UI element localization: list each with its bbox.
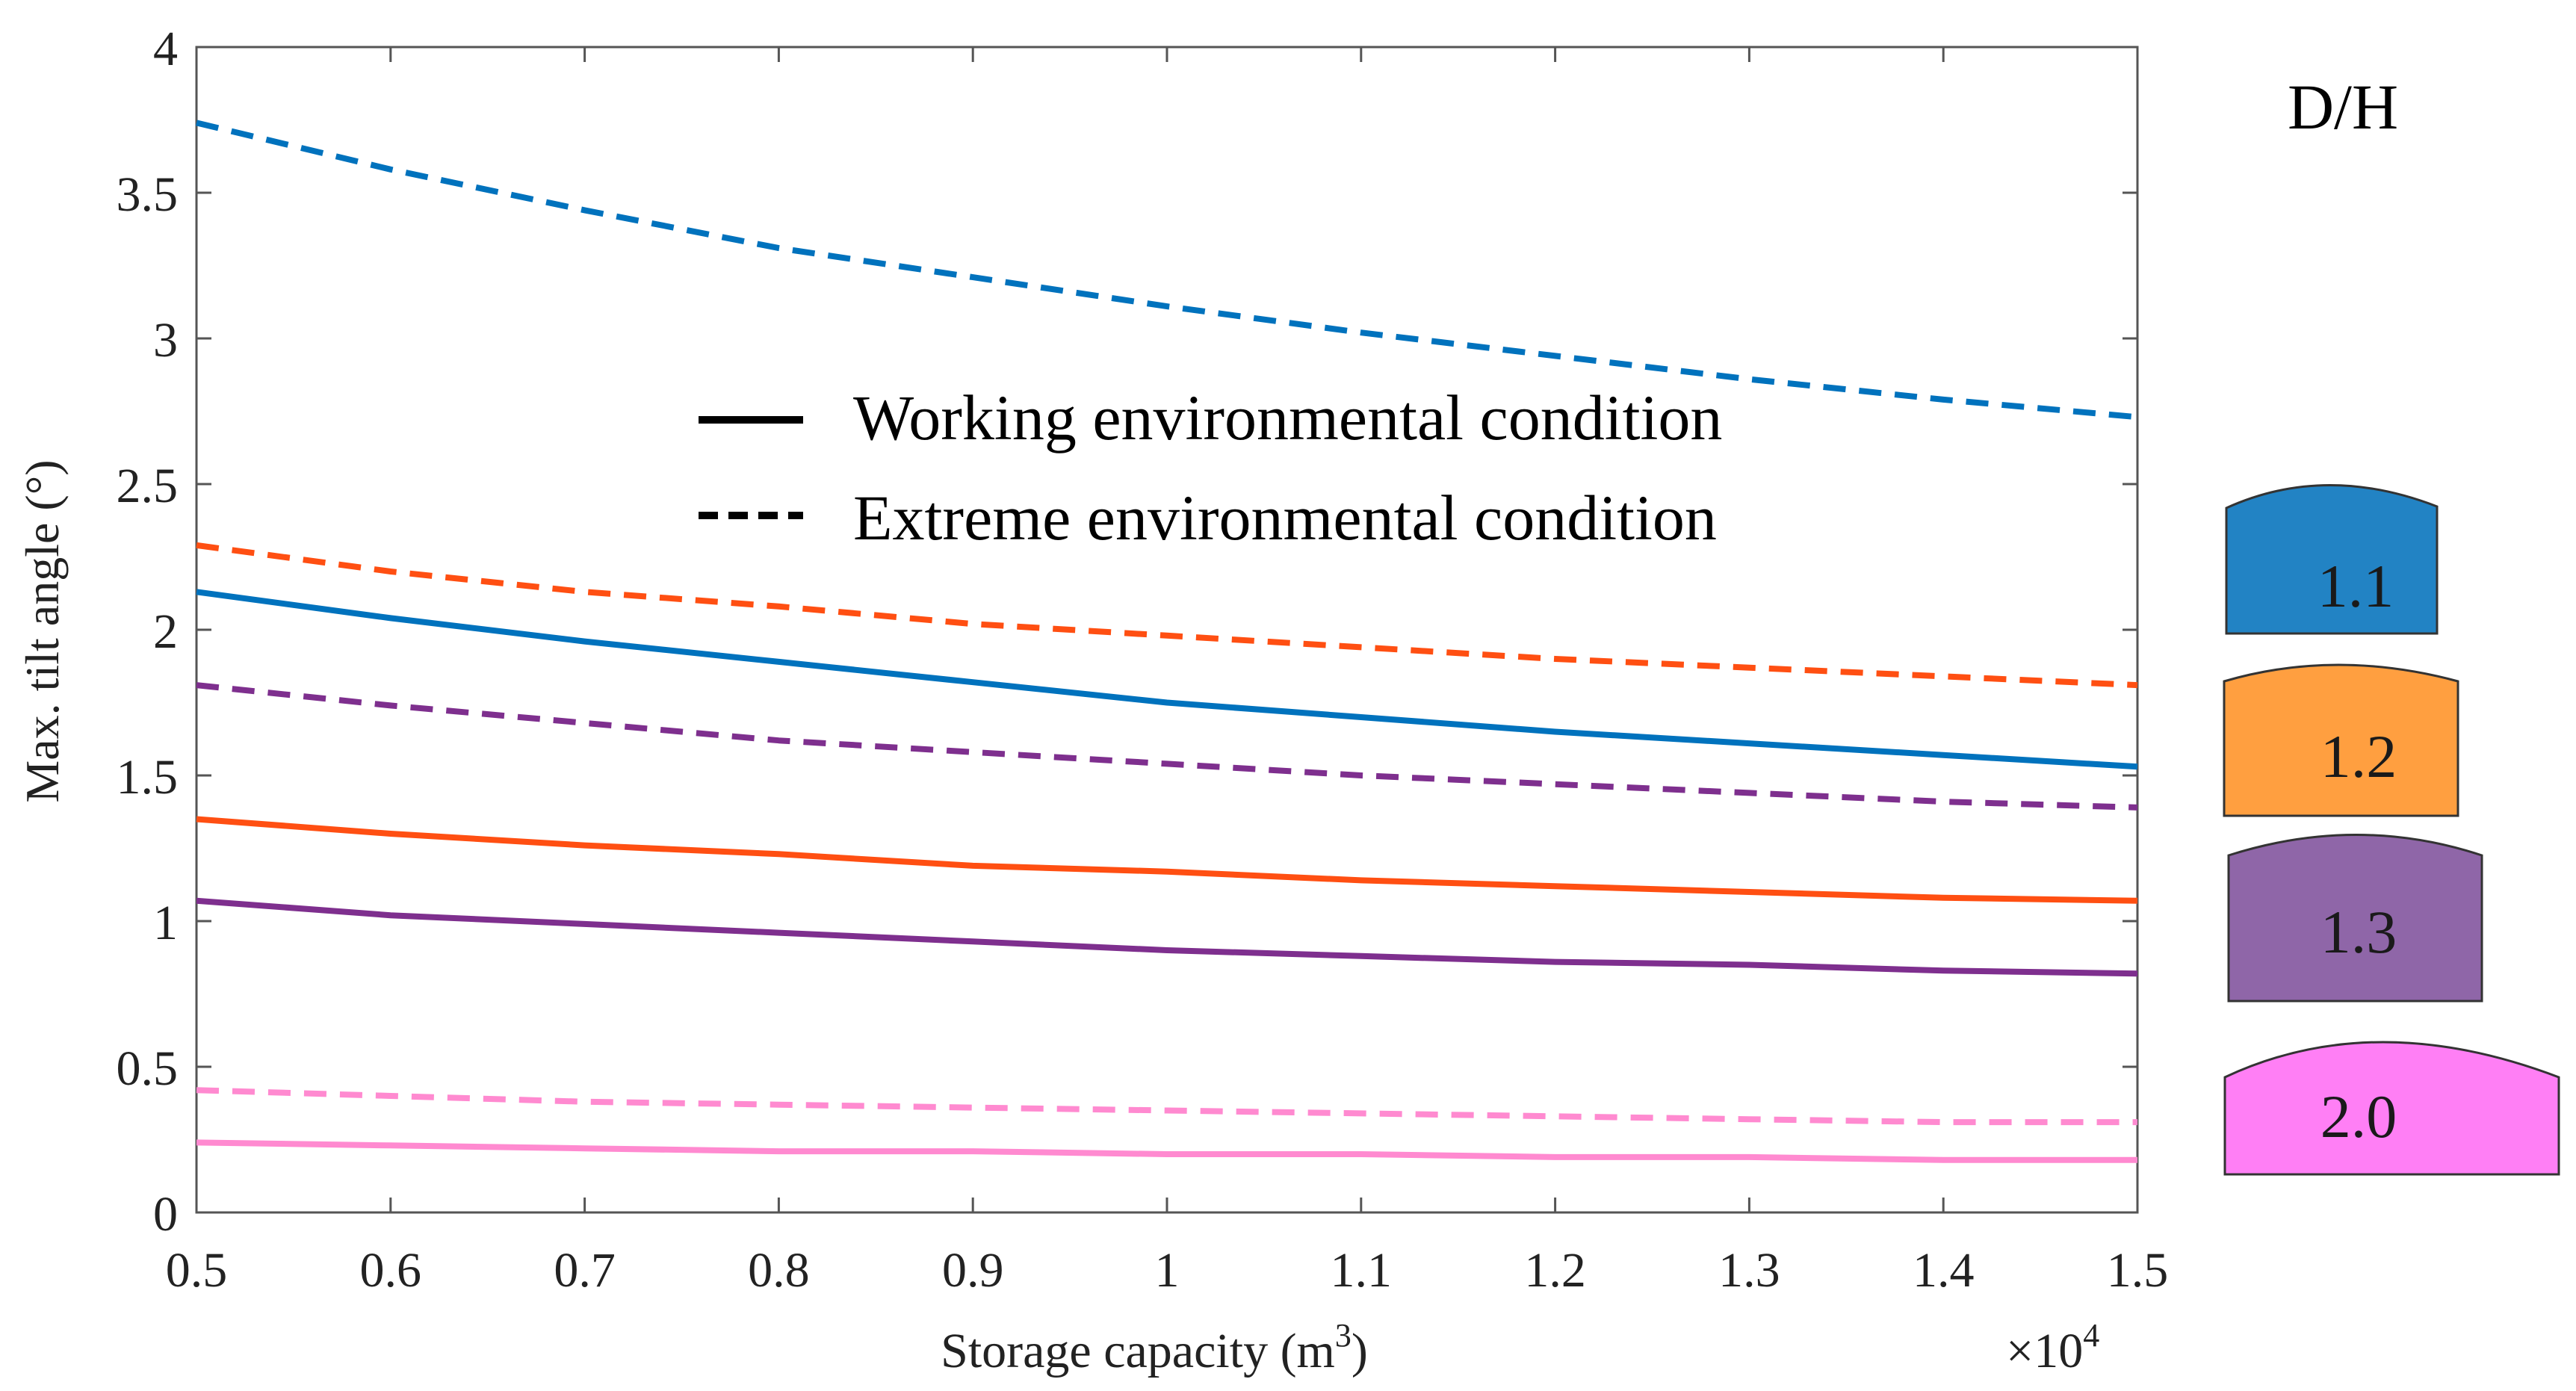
y-tick-label: 3.5 xyxy=(117,167,179,222)
y-tick-label: 0.5 xyxy=(117,1041,179,1096)
tank-label-1-3: 1.3 xyxy=(2320,898,2397,966)
tank-shape-icon-1-2 xyxy=(2223,663,2459,817)
series-lines xyxy=(196,120,2138,1163)
tank-label-2-0: 2.0 xyxy=(2320,1082,2397,1150)
y-tick-label: 4 xyxy=(153,22,178,76)
series-line-dh-1-1-working xyxy=(196,589,2138,770)
series-line-dh-1-3-extreme xyxy=(196,682,2138,811)
y-tick-label: 1.5 xyxy=(117,750,179,805)
y-tick-label: 2.5 xyxy=(117,459,179,513)
y-tick-label: 3 xyxy=(153,313,178,368)
series-line-dh-1-2-working xyxy=(196,816,2138,904)
axis-ticks: 0.5 0.6 0.7 0.8 0.9 1 1.1 1.2 1.3 1.4 1.500.511.52… xyxy=(117,22,2169,1298)
y-tick-label: 2 xyxy=(153,604,178,659)
x-axis-multiplier: ×104 xyxy=(2006,1317,2099,1378)
x-axis-label: Storage capacity (m3) xyxy=(941,1317,1368,1378)
x-tick-label: 1.2 xyxy=(1524,1243,1586,1298)
legend-label-extreme: Extreme environmental condition xyxy=(853,482,1717,554)
dh-key-title: D/H xyxy=(2288,71,2398,143)
tank-label-1-2: 1.2 xyxy=(2320,722,2397,790)
x-tick-label: 0.7 xyxy=(554,1243,616,1298)
series-line-dh-1-2-extreme xyxy=(196,542,2138,689)
legend: Working environmental condition Extreme … xyxy=(699,382,1722,554)
legend-label-working: Working environmental condition xyxy=(853,382,1722,453)
series-line-dh-1-3-working xyxy=(196,897,2138,977)
x-tick-label: 0.9 xyxy=(942,1243,1004,1298)
x-tick-label: 1 xyxy=(1155,1243,1180,1298)
tank-label-1-1: 1.1 xyxy=(2318,552,2394,620)
x-tick-label: 1.1 xyxy=(1331,1243,1393,1298)
x-tick-label: 0.6 xyxy=(360,1243,422,1298)
y-tick-label: 0 xyxy=(153,1187,178,1242)
series-line-dh-2-0-extreme xyxy=(196,1087,2137,1126)
tank-shape-icon-2-0 xyxy=(2223,1041,2560,1176)
y-axis-label: Max. tilt angle (°) xyxy=(16,459,69,802)
x-tick-label: 1.4 xyxy=(1913,1243,1975,1298)
series-line-dh-1-1-extreme xyxy=(196,120,2138,421)
x-tick-label: 1.3 xyxy=(1718,1243,1780,1298)
dh-key: D/H 1.1 1.2 1.3 2.0 xyxy=(2223,71,2560,1176)
x-tick-label: 1.5 xyxy=(2107,1243,2169,1298)
x-tick-label: 0.8 xyxy=(748,1243,810,1298)
series-line-dh-2-0-working xyxy=(196,1139,2137,1163)
tank-shape-icon-1-3 xyxy=(2227,834,2483,1003)
x-tick-label: 0.5 xyxy=(166,1243,228,1298)
tank-shape-icon-1-1 xyxy=(2225,484,2439,635)
y-tick-label: 1 xyxy=(153,896,178,950)
